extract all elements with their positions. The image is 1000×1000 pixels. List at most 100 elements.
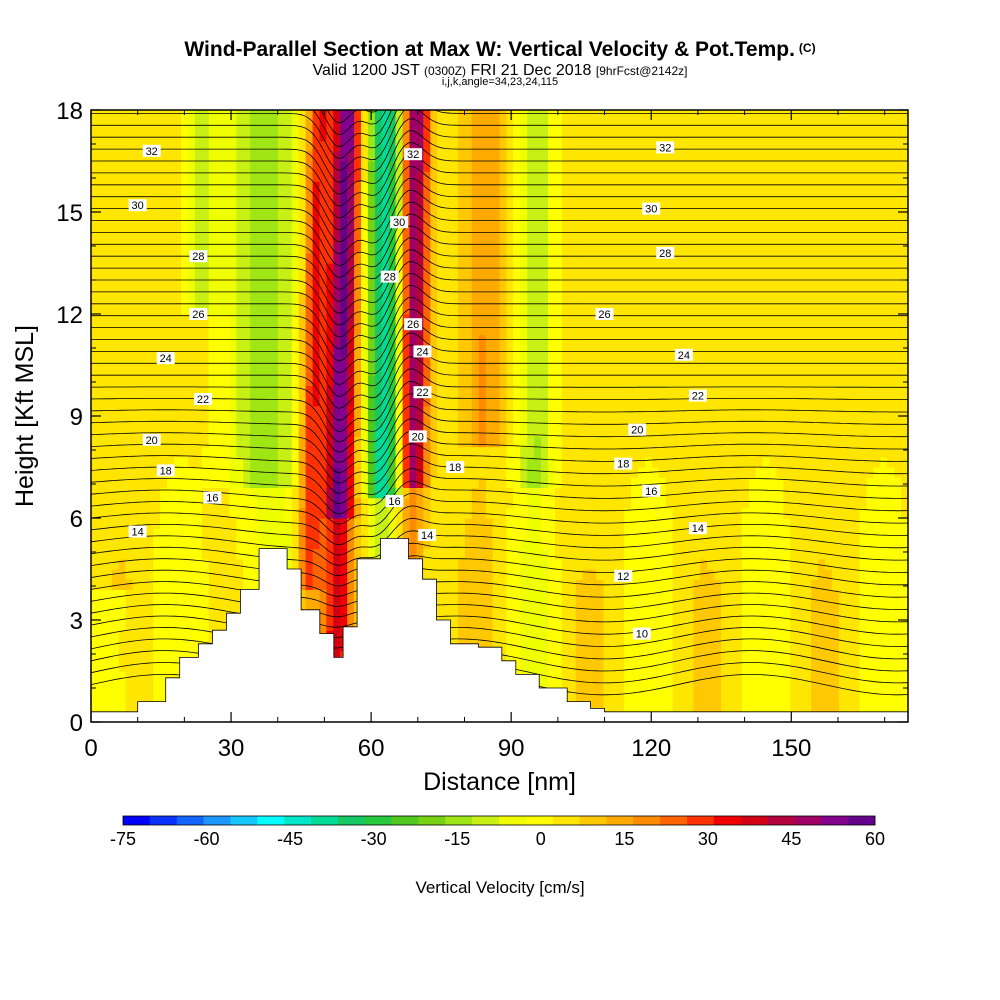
contour-label: 18 bbox=[614, 457, 633, 471]
terrain-mask bbox=[90, 538, 909, 723]
colorbar-swatch bbox=[230, 816, 258, 825]
contour-label: 18 bbox=[156, 464, 175, 477]
isentrope-line bbox=[91, 166, 908, 231]
contour-label: 30 bbox=[128, 199, 147, 212]
isentrope-line bbox=[91, 381, 908, 443]
contour-label: 16 bbox=[385, 495, 404, 508]
isentrope-line bbox=[91, 213, 908, 279]
colorbar-swatch bbox=[149, 816, 178, 825]
x-tick-label: 60 bbox=[358, 735, 385, 762]
forecast-tag: [9hrFcst@2142z] bbox=[595, 64, 688, 78]
isentrope-line bbox=[91, 580, 908, 608]
copyright-mark: (C) bbox=[798, 41, 816, 55]
isentrope-line bbox=[91, 604, 908, 628]
isentrope-line bbox=[91, 261, 908, 326]
colorbar-tick-label: -60 bbox=[194, 829, 220, 849]
isentrope-line bbox=[91, 555, 908, 587]
isentrope-line bbox=[91, 405, 908, 463]
contour-label: 30 bbox=[390, 216, 409, 229]
colorbar-swatch bbox=[525, 816, 554, 825]
isentrope-line bbox=[91, 530, 908, 566]
isentrope-line bbox=[91, 393, 908, 453]
x-tick-label: 150 bbox=[771, 735, 811, 762]
colorbar-swatch bbox=[391, 816, 419, 825]
contour-label: 20 bbox=[142, 433, 161, 447]
isentrope-line bbox=[91, 110, 908, 171]
contour-label: 24 bbox=[674, 348, 693, 362]
isentrope-line bbox=[91, 130, 908, 195]
colorbar-swatch bbox=[364, 816, 392, 825]
colorbar-swatch bbox=[284, 816, 312, 825]
colorbar-swatch bbox=[660, 816, 688, 825]
colorbar-swatch bbox=[767, 816, 795, 825]
title-text: Wind-Parallel Section at Max W: Vertical… bbox=[184, 38, 795, 61]
colorbar-swatch bbox=[203, 816, 231, 825]
colorbar-swatch bbox=[606, 816, 634, 825]
colorbar-swatch bbox=[794, 816, 822, 825]
colorbar-swatch bbox=[848, 816, 876, 825]
isentrope-line bbox=[91, 249, 908, 314]
isentrope-line bbox=[91, 455, 908, 505]
colorbar-swatch bbox=[821, 816, 849, 825]
isentrope-line bbox=[91, 468, 908, 515]
isentrope-line bbox=[91, 505, 908, 546]
colorbar-tick-label: -30 bbox=[361, 829, 387, 849]
isentrope-line bbox=[91, 154, 908, 219]
y-tick-label: 15 bbox=[56, 200, 83, 227]
colorbar-tick-label: 45 bbox=[781, 829, 801, 849]
x-tick-label: 90 bbox=[498, 735, 525, 762]
colorbar-swatch bbox=[579, 816, 607, 825]
contour-label: 20 bbox=[628, 423, 647, 437]
contour-label: 26 bbox=[595, 308, 614, 321]
isentrope-line bbox=[91, 189, 908, 255]
x-tick-label: 0 bbox=[84, 735, 97, 762]
valid-date: FRI 21 Dec 2018 bbox=[470, 62, 592, 79]
isentrope-line bbox=[91, 592, 908, 618]
axes: 0 30 60 90 120 150 0 3 6 9 12 15 18 Distance [nm] Heig… bbox=[11, 98, 908, 796]
isentrope-line bbox=[91, 237, 908, 302]
contour-label: 10 bbox=[632, 627, 651, 641]
isentrope-line bbox=[91, 567, 908, 597]
colorbar-swatch bbox=[123, 816, 151, 825]
isentrope-line bbox=[91, 273, 908, 338]
colorbar-swatch bbox=[740, 816, 768, 825]
contour-label: 22 bbox=[688, 389, 707, 403]
isentrope-line bbox=[91, 542, 908, 577]
isentrope-line bbox=[91, 443, 908, 494]
contour-label: 16 bbox=[203, 491, 222, 505]
isentrope-line bbox=[91, 430, 908, 484]
contour-label: 26 bbox=[189, 308, 208, 321]
contour-label: 12 bbox=[614, 569, 633, 583]
isentrope-line bbox=[91, 118, 908, 183]
contour-label: 28 bbox=[656, 246, 675, 260]
contour-label: 16 bbox=[642, 484, 661, 498]
isentrope-line bbox=[91, 201, 908, 267]
isentrope-line bbox=[91, 517, 908, 556]
contour-label: 30 bbox=[642, 202, 661, 216]
isentrope-line bbox=[91, 492, 908, 535]
isentrope-line bbox=[91, 332, 908, 398]
colorbar-tick-label: -45 bbox=[277, 829, 303, 849]
section-params: i,j,k,angle=34,23,24,115 bbox=[441, 76, 559, 88]
x-tick-label: 30 bbox=[218, 735, 245, 762]
colorbar-tick-label: -15 bbox=[444, 829, 470, 849]
chart-title: Wind-Parallel Section at Max W: Vertical… bbox=[0, 38, 1000, 62]
isentrope-line bbox=[91, 368, 908, 433]
isentrope-line bbox=[91, 356, 908, 421]
isentrope-line bbox=[91, 285, 908, 350]
y-axis-label: Height [Kft MSL] bbox=[11, 325, 39, 507]
colorbar-tick-label: 15 bbox=[614, 829, 634, 849]
valid-utc: (0300Z) bbox=[424, 64, 467, 78]
contour-label: 14 bbox=[688, 522, 707, 535]
contour-labels: 32 32 32 30 30 30 28 28 28 26 26 26 24 24 24 22 22 22 20 20… bbox=[128, 141, 707, 641]
isentrope-line bbox=[91, 308, 908, 374]
colorbar-tick-label: 30 bbox=[698, 829, 718, 849]
colorbar-swatch bbox=[257, 816, 285, 825]
y-tick-label: 9 bbox=[70, 404, 83, 431]
isentrope-line bbox=[91, 344, 908, 409]
isentrope-line bbox=[336, 110, 344, 112]
colorbar-tick-label: 0 bbox=[536, 829, 546, 849]
isentrope-line bbox=[91, 142, 908, 207]
contour-label: 22 bbox=[413, 386, 432, 399]
